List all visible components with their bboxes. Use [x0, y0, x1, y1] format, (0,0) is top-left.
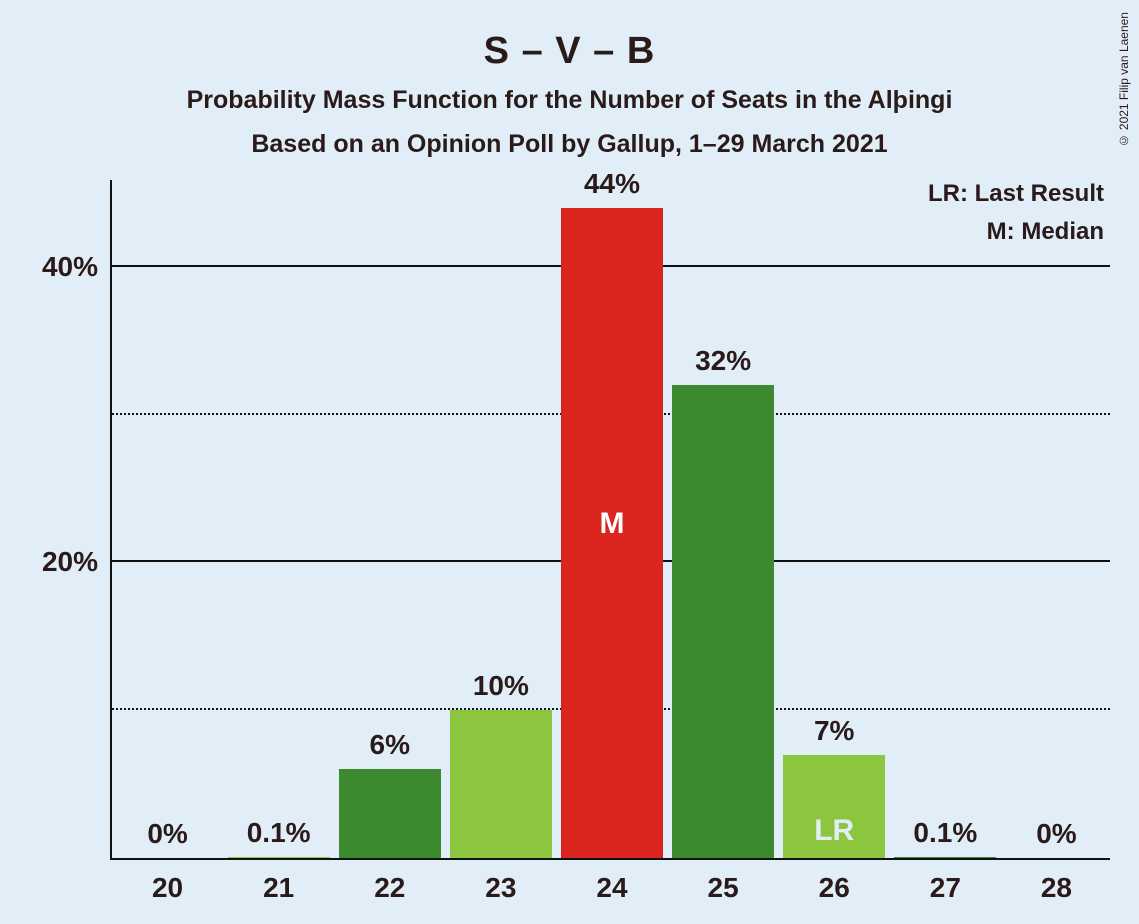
bar-value-label: 0.1%	[884, 817, 1006, 849]
bar-value-label: 10%	[440, 670, 562, 702]
bar: 32%	[672, 385, 774, 858]
x-axis-tick-label: 26	[819, 858, 850, 904]
x-axis-tick-label: 24	[596, 858, 627, 904]
x-axis-tick-label: 21	[263, 858, 294, 904]
x-axis-tick-label: 27	[930, 858, 961, 904]
legend-last-result: LR: Last Result	[928, 180, 1104, 208]
bar: 6%	[339, 769, 441, 858]
bar-value-label: 44%	[551, 168, 673, 200]
bar: 10%	[450, 710, 552, 858]
y-axis-tick-label: 20%	[42, 546, 112, 578]
bar-inner-label-last-result: LR	[783, 814, 885, 848]
bar-value-label: 32%	[662, 345, 784, 377]
x-axis-tick-label: 20	[152, 858, 183, 904]
x-axis-tick-label: 22	[374, 858, 405, 904]
legend-median: M: Median	[987, 218, 1104, 246]
x-axis-tick-label: 28	[1041, 858, 1072, 904]
bar: 7%LR	[783, 755, 885, 858]
x-axis-tick-label: 25	[708, 858, 739, 904]
bar-value-label: 7%	[773, 715, 895, 747]
y-axis-tick-label: 40%	[42, 251, 112, 283]
bar-inner-label-median: M	[561, 507, 663, 541]
bar-value-label: 0.1%	[218, 817, 340, 849]
bar-value-label: 0%	[995, 818, 1117, 850]
x-axis-tick-label: 23	[485, 858, 516, 904]
chart-title: S – V – B	[0, 30, 1139, 73]
bar-value-label: 6%	[329, 729, 451, 761]
chart-subtitle-1: Probability Mass Function for the Number…	[0, 86, 1139, 115]
chart-plot-area: LR: Last Result M: Median 20%40%0%200.1%…	[110, 180, 1110, 860]
bar-value-label: 0%	[106, 818, 228, 850]
chart-subtitle-2: Based on an Opinion Poll by Gallup, 1–29…	[0, 130, 1139, 159]
bar: 44%M	[561, 208, 663, 858]
